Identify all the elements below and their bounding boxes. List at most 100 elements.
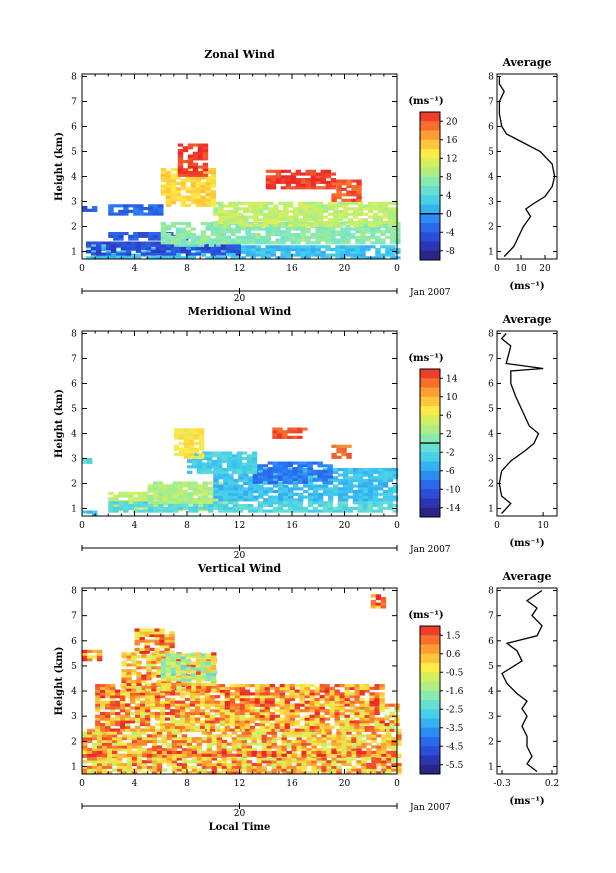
heatmap-cell [345, 245, 351, 249]
heatmap-cell [295, 250, 301, 254]
heatmap-cell [258, 495, 264, 499]
heatmap-cell [100, 256, 107, 260]
heatmap-cell [241, 731, 247, 735]
heatmap-cell [154, 722, 161, 727]
heatmap-cell [337, 473, 344, 477]
heatmap-cell [313, 490, 319, 494]
heatmap-cell [85, 256, 92, 260]
heatmap-cell [267, 501, 274, 505]
heatmap-cell [197, 143, 204, 147]
heatmap-cell [386, 737, 392, 741]
heatmap-cell [292, 461, 298, 465]
heatmap-cell [197, 173, 204, 177]
heatmap-cell [217, 481, 223, 485]
heatmap-cell [356, 731, 362, 735]
heatmap-cell [261, 737, 267, 741]
heatmap-cell [169, 639, 175, 643]
heatmap-cell [345, 238, 351, 242]
heatmap-cell [230, 247, 236, 251]
heatmap-cell [151, 765, 158, 769]
heatmap-cell [138, 491, 144, 495]
heatmap-cell [317, 475, 323, 479]
heatmap-cell [273, 221, 279, 225]
heatmap-cell [136, 655, 142, 659]
heatmap-cell [355, 230, 361, 234]
heatmap-cell [201, 760, 208, 764]
heatmap-cell [241, 762, 247, 767]
heatmap-cell [214, 717, 221, 721]
heatmap-cell [233, 201, 239, 205]
heatmap-cell [294, 684, 301, 688]
heatmap-cell [325, 238, 331, 242]
colorbar-step [420, 424, 440, 435]
heatmap-cell [341, 731, 347, 735]
heatmap-cell [198, 428, 205, 432]
colorbar-step [420, 396, 440, 407]
heatmap-cell [82, 655, 88, 659]
heatmap-cell [185, 195, 192, 199]
heatmap-cell [295, 238, 301, 242]
heatmap-cell [190, 669, 197, 674]
heatmap-cell [376, 771, 382, 775]
heatmap-cell [230, 244, 236, 248]
heatmap-cell [259, 717, 266, 721]
heatmap-cell [379, 717, 385, 721]
heatmap-cell [275, 178, 282, 182]
heatmap-cell [284, 703, 291, 707]
heatmap-cell [138, 234, 144, 238]
heatmap-cell [303, 210, 309, 214]
heatmap-cell [164, 717, 171, 721]
heatmap-cell [387, 207, 394, 211]
heatmap-cell [305, 180, 312, 184]
heatmap-cell [284, 714, 291, 718]
heatmap-cell [241, 468, 248, 472]
heatmap-cell [140, 711, 146, 716]
heatmap-cell [241, 728, 247, 732]
heatmap-cell [91, 750, 98, 755]
heatmap-cell [96, 762, 103, 767]
heatmap-cell [342, 212, 349, 216]
heatmap-cell [387, 490, 394, 494]
heatmap-cell [369, 700, 375, 704]
heatmap-cell [181, 757, 188, 761]
heatmap-cell [174, 700, 181, 704]
heatmap-cell [185, 656, 192, 660]
heatmap-cell [202, 492, 208, 496]
heatmap-cell [162, 489, 168, 493]
heatmap-cell [288, 215, 294, 219]
heatmap-cell [197, 487, 203, 491]
heatmap-cell [233, 210, 239, 214]
heatmap-cell [125, 241, 132, 245]
heatmap-cell [272, 480, 278, 484]
heatmap-cell [230, 241, 236, 245]
heatmap-cell [154, 692, 161, 696]
heatmap-cell [270, 248, 276, 252]
heatmap-cell [187, 498, 193, 502]
heatmap-cell [251, 742, 257, 746]
heatmap-cell [270, 180, 277, 184]
heatmap-cell [191, 768, 198, 772]
heatmap-cell [277, 435, 283, 439]
heatmap-cell [115, 711, 121, 716]
heatmap-cell [238, 201, 244, 205]
heatmap-cell [210, 198, 217, 202]
heatmap-cell [351, 757, 357, 761]
heatmap-cell [158, 212, 164, 216]
heatmap-cell [344, 722, 350, 727]
heatmap-cell [377, 207, 384, 211]
heatmap-cell [209, 722, 216, 727]
heatmap-cell [105, 689, 111, 693]
heatmap-cell [332, 223, 339, 227]
heatmap-cell [251, 731, 257, 735]
heatmap-cell [159, 700, 166, 704]
heatmap-cell [285, 250, 291, 254]
heatmap-cell [139, 633, 145, 638]
heatmap-cell [126, 682, 132, 686]
heatmap-cell [352, 468, 359, 472]
heatmap-cell [336, 447, 342, 451]
heatmap-cell [367, 487, 374, 491]
heatmap-cell [287, 509, 294, 513]
heatmap-cell [305, 172, 312, 176]
heatmap-cell [382, 207, 389, 211]
heatmap-cell [100, 706, 106, 710]
